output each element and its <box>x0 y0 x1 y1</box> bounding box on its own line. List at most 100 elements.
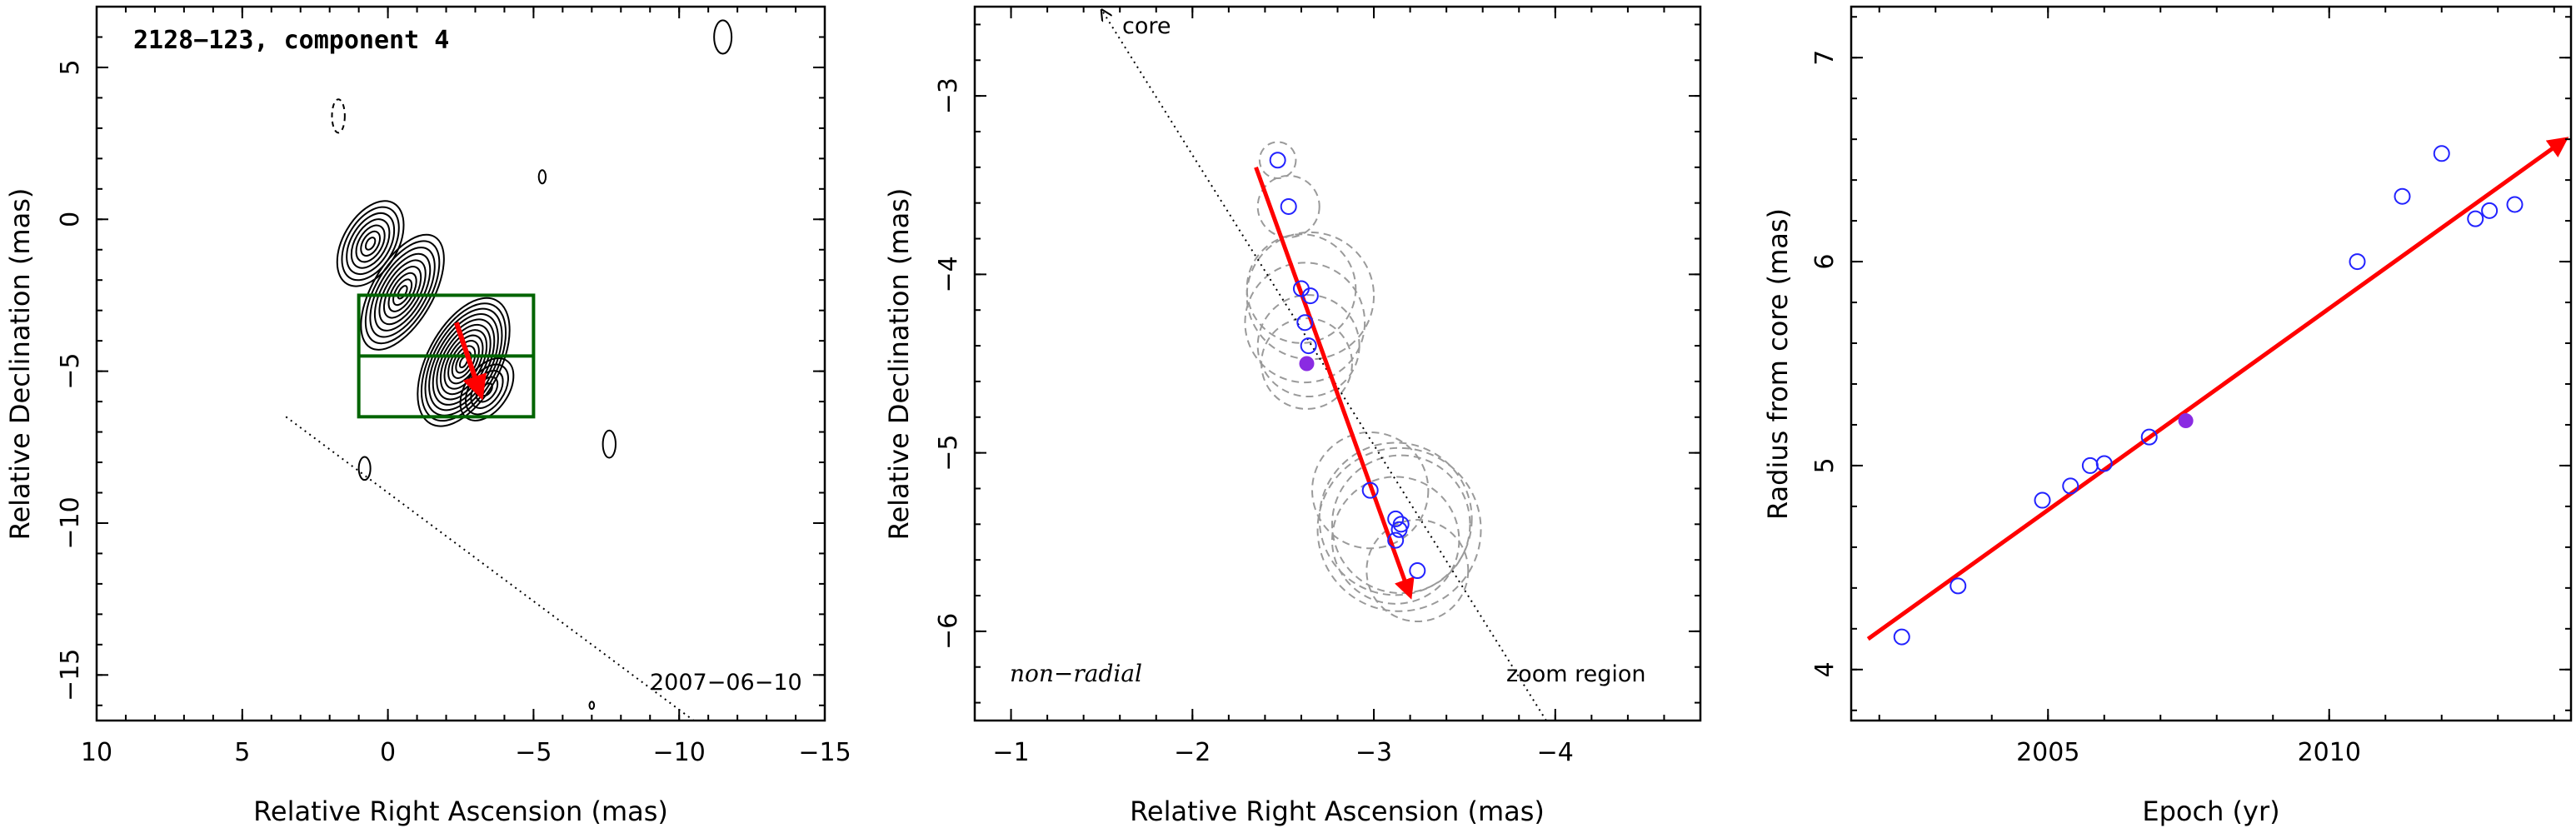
x-tick-label: −10 <box>653 738 706 767</box>
data-point <box>1390 521 1408 538</box>
y-tick-label: 7 <box>1810 50 1840 66</box>
contour-line <box>428 313 499 412</box>
contour-line <box>436 323 492 401</box>
contour-line <box>439 329 488 396</box>
panel2-xlabel: Relative Right Ascension (mas) <box>1130 796 1545 827</box>
contour-line <box>360 233 445 351</box>
core-direction-line <box>1101 10 1547 721</box>
y-tick-label: −5 <box>934 435 963 471</box>
contour-line <box>387 272 417 312</box>
panel1-frame <box>95 5 826 722</box>
contour-line <box>424 307 503 416</box>
data-point <box>2062 477 2079 495</box>
highlight-point <box>1299 356 1315 372</box>
panel1-date-label: 2007−06−10 <box>650 670 802 696</box>
y-tick-label: 4 <box>1810 661 1840 677</box>
data-point <box>1893 628 1910 646</box>
fit-arrow <box>1866 137 2569 641</box>
y-tick-label: −4 <box>934 256 963 292</box>
y-tick-label: −6 <box>934 613 963 650</box>
contour-line <box>350 218 391 269</box>
data-point <box>1300 337 1317 355</box>
panel1-title: 2128−123, component 4 <box>133 26 449 55</box>
data-point <box>1387 531 1405 549</box>
contour-line <box>355 224 386 263</box>
x-tick-label: −3 <box>1355 738 1392 767</box>
component-size-circle <box>1316 446 1482 612</box>
y-tick-label: 5 <box>1810 457 1840 473</box>
data-point <box>2034 491 2051 509</box>
data-point <box>2433 145 2450 162</box>
data-point <box>1409 562 1426 580</box>
x-tick-label: 0 <box>380 738 396 767</box>
x-tick-label: −4 <box>1537 738 1574 767</box>
panel3-ylabel: Radius from core (mas) <box>1762 208 1794 520</box>
x-tick-label: 2010 <box>2298 738 2361 767</box>
core-label: core <box>1122 13 1171 39</box>
contour-line <box>346 212 396 275</box>
panel3-xlabel: Epoch (yr) <box>2142 796 2279 827</box>
data-point <box>2349 253 2366 271</box>
component-size-circle <box>1365 519 1470 623</box>
component-size-circle <box>1258 141 1297 180</box>
component-size-circle <box>1256 294 1360 398</box>
contour-line <box>373 252 432 332</box>
contour-line <box>713 19 733 55</box>
panel-zoom-positions: −1 −2 −3 −4 −3 −4 −5 −6 core non−radial zoom re… <box>883 5 1702 827</box>
y-tick-label: −3 <box>934 77 963 114</box>
component-size-circle <box>1256 174 1320 238</box>
contour-line <box>588 701 596 711</box>
panel3-frame <box>1850 5 2573 722</box>
y-tick-label: 0 <box>56 212 85 227</box>
x-tick-label: −15 <box>798 738 851 767</box>
panel1-ylabel: Relative Declination (mas) <box>4 188 36 541</box>
component-size-circle <box>1246 233 1357 344</box>
component-size-circle <box>1330 476 1460 605</box>
contour-line <box>378 259 427 326</box>
data-point <box>2467 210 2484 227</box>
data-point <box>2506 196 2524 213</box>
x-tick-label: −2 <box>1174 738 1211 767</box>
panel-radius-vs-epoch: 2005 2010 4 5 6 7 Epoch (yr) Radius from core… <box>1762 5 2573 827</box>
data-point <box>2140 428 2158 446</box>
core-direction-line <box>285 416 695 721</box>
contour-line <box>602 429 617 459</box>
data-point <box>1269 152 1286 169</box>
panel-contour-map: 10 5 0 −5 −10 −15 5 0 −5 −10 −15 2128−123, compone… <box>4 5 851 827</box>
contour-line <box>364 240 441 345</box>
component-size-circle <box>1244 262 1366 384</box>
contour-line <box>537 169 547 185</box>
y-tick-label: 5 <box>56 59 85 75</box>
contour-line <box>357 456 372 481</box>
data-point <box>1280 197 1297 215</box>
panel2-ylabel: Relative Declination (mas) <box>883 188 915 541</box>
contour-line <box>364 237 377 251</box>
data-point <box>2081 456 2099 474</box>
negative-contour-line <box>331 98 346 134</box>
data-point <box>1296 314 1314 332</box>
data-point <box>1301 287 1319 305</box>
x-tick-label: 2005 <box>2016 738 2079 767</box>
motion-arrow <box>453 322 487 401</box>
panel2-frame <box>973 5 1702 722</box>
contour-line <box>360 230 382 257</box>
y-tick-label: −10 <box>56 496 85 549</box>
x-tick-label: 10 <box>81 738 112 767</box>
x-tick-label: −1 <box>992 738 1029 767</box>
data-point <box>1387 510 1405 527</box>
component-size-circle <box>1261 317 1353 410</box>
component-size-circle <box>1246 231 1375 361</box>
data-point <box>1949 577 1967 595</box>
data-point <box>1361 481 1379 499</box>
x-tick-label: −5 <box>515 738 552 767</box>
motion-arrow <box>1254 166 1415 600</box>
y-tick-label: 6 <box>1810 254 1840 270</box>
component-size-circle <box>1330 454 1471 595</box>
contour-line <box>382 266 422 319</box>
data-point <box>2481 202 2499 219</box>
zoom-region-label: zoom region <box>1506 661 1645 687</box>
x-tick-label: 5 <box>234 738 250 767</box>
data-point <box>2394 187 2411 205</box>
y-tick-label: −15 <box>56 649 85 701</box>
